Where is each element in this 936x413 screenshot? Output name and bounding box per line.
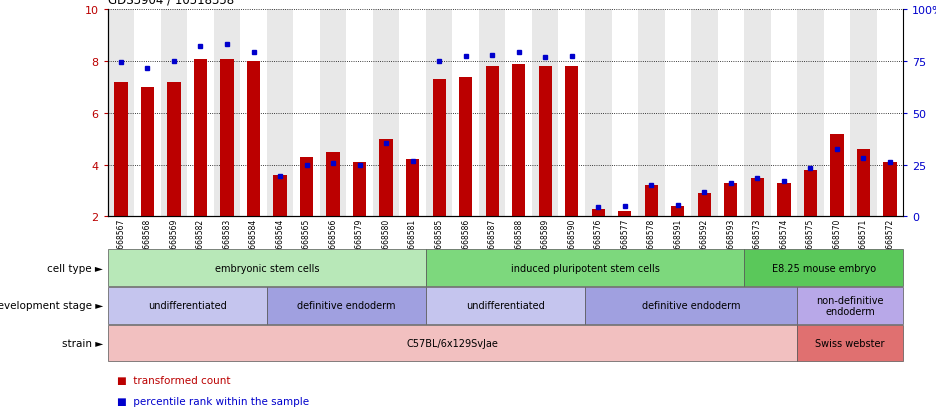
Bar (585, 10, 611, 217)
Text: non-definitive
endoderm: non-definitive endoderm (816, 295, 884, 316)
Bar (300, 157, 314, 217)
Text: embryonic stem cells: embryonic stem cells (214, 263, 319, 273)
Bar (777, 183, 791, 217)
Bar (645, 186, 658, 217)
Bar (830, 134, 843, 217)
Text: GDS3904 / 10518358: GDS3904 / 10518358 (108, 0, 234, 7)
Bar (220, 59, 234, 217)
Bar (744, 10, 770, 217)
Text: E8.25 mouse embryo: E8.25 mouse embryo (771, 263, 876, 273)
Bar (856, 150, 870, 217)
Bar (618, 211, 632, 217)
Bar (718, 10, 744, 217)
Bar (538, 67, 552, 217)
Bar (452, 10, 479, 217)
Bar (804, 170, 817, 217)
Bar (611, 10, 638, 217)
Bar (797, 10, 824, 217)
Text: cell type ►: cell type ► (47, 263, 103, 273)
Bar (459, 78, 473, 217)
Bar (134, 10, 161, 217)
Bar (565, 67, 578, 217)
Bar (293, 10, 320, 217)
Bar (273, 176, 286, 217)
Bar (379, 140, 393, 217)
Bar (512, 64, 525, 217)
Text: C57BL/6x129SvJae: C57BL/6x129SvJae (406, 338, 498, 348)
Bar (697, 194, 711, 217)
Text: ■  transformed count: ■ transformed count (117, 375, 230, 385)
Text: Swiss webster: Swiss webster (815, 338, 885, 348)
Text: undifferentiated: undifferentiated (466, 301, 545, 311)
Bar (751, 178, 764, 217)
Bar (426, 10, 452, 217)
Bar (486, 67, 499, 217)
Bar (168, 83, 181, 217)
Text: development stage ►: development stage ► (0, 301, 103, 311)
Bar (432, 80, 446, 217)
Text: ■  percentile rank within the sample: ■ percentile rank within the sample (117, 396, 309, 406)
Bar (770, 10, 797, 217)
Bar (665, 10, 691, 217)
Bar (247, 62, 260, 217)
Bar (406, 160, 419, 217)
Bar (505, 10, 532, 217)
Bar (194, 59, 207, 217)
Bar (267, 10, 293, 217)
Bar (638, 10, 665, 217)
Bar (824, 10, 850, 217)
Bar (691, 10, 718, 217)
Bar (114, 83, 127, 217)
Bar (353, 163, 366, 217)
Bar (559, 10, 585, 217)
Bar (400, 10, 426, 217)
Bar (241, 10, 267, 217)
Bar (187, 10, 213, 217)
Bar (108, 10, 134, 217)
Bar (532, 10, 559, 217)
Bar (161, 10, 187, 217)
Text: strain ►: strain ► (62, 338, 103, 348)
Bar (327, 152, 340, 217)
Bar (140, 88, 154, 217)
Text: induced pluripotent stem cells: induced pluripotent stem cells (510, 263, 660, 273)
Bar (884, 163, 897, 217)
Bar (850, 10, 877, 217)
Bar (373, 10, 400, 217)
Text: undifferentiated: undifferentiated (148, 301, 227, 311)
Text: definitive endoderm: definitive endoderm (297, 301, 396, 311)
Bar (877, 10, 903, 217)
Text: definitive endoderm: definitive endoderm (642, 301, 740, 311)
Bar (671, 206, 684, 217)
Bar (346, 10, 373, 217)
Bar (724, 183, 738, 217)
Bar (479, 10, 505, 217)
Bar (592, 209, 605, 217)
Bar (213, 10, 241, 217)
Bar (320, 10, 346, 217)
